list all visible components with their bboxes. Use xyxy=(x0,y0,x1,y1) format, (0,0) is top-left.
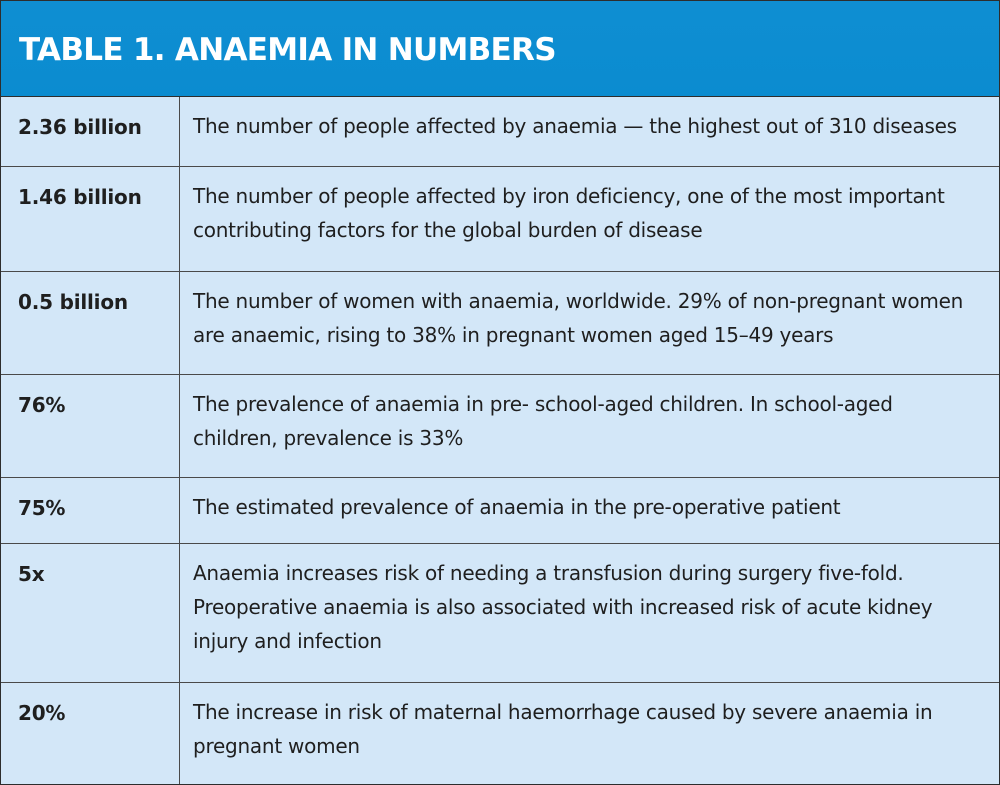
description-cell: The increase in risk of maternal haemorr… xyxy=(193,700,933,758)
figure-cell: 75% xyxy=(1,478,180,543)
figure-cell: 5x xyxy=(1,544,180,682)
figure-cell: 0.5 billion xyxy=(1,272,180,374)
figure-cell: 2.36 billion xyxy=(1,97,180,166)
description-cell: The prevalence of anaemia in pre- school… xyxy=(193,392,893,450)
figure-cell: 76% xyxy=(1,375,180,477)
figure-cell: 1.46 billion xyxy=(1,167,180,271)
table-title: TABLE 1. ANAEMIA IN NUMBERS xyxy=(1,1,999,97)
figure-cell: 20% xyxy=(1,683,180,784)
table-row: 5x Anaemia increases risk of needing a t… xyxy=(1,544,999,683)
table-row: 1.46 billion The number of people affect… xyxy=(1,167,999,272)
table-body: 2.36 billion The number of people affect… xyxy=(1,97,999,784)
description-cell: Anaemia increases risk of needing a tran… xyxy=(193,561,933,653)
description-cell: The number of people affected by anaemia… xyxy=(193,114,957,138)
table-row: 20% The increase in risk of maternal hae… xyxy=(1,683,999,784)
table-row: 75% The estimated prevalence of anaemia … xyxy=(1,478,999,544)
table-row: 0.5 billion The number of women with ana… xyxy=(1,272,999,375)
table-row: 2.36 billion The number of people affect… xyxy=(1,97,999,167)
table-row: 76% The prevalence of anaemia in pre- sc… xyxy=(1,375,999,478)
description-cell: The number of people affected by iron de… xyxy=(193,184,945,242)
description-cell: The estimated prevalence of anaemia in t… xyxy=(193,495,841,519)
description-cell: The number of women with anaemia, worldw… xyxy=(193,289,964,347)
